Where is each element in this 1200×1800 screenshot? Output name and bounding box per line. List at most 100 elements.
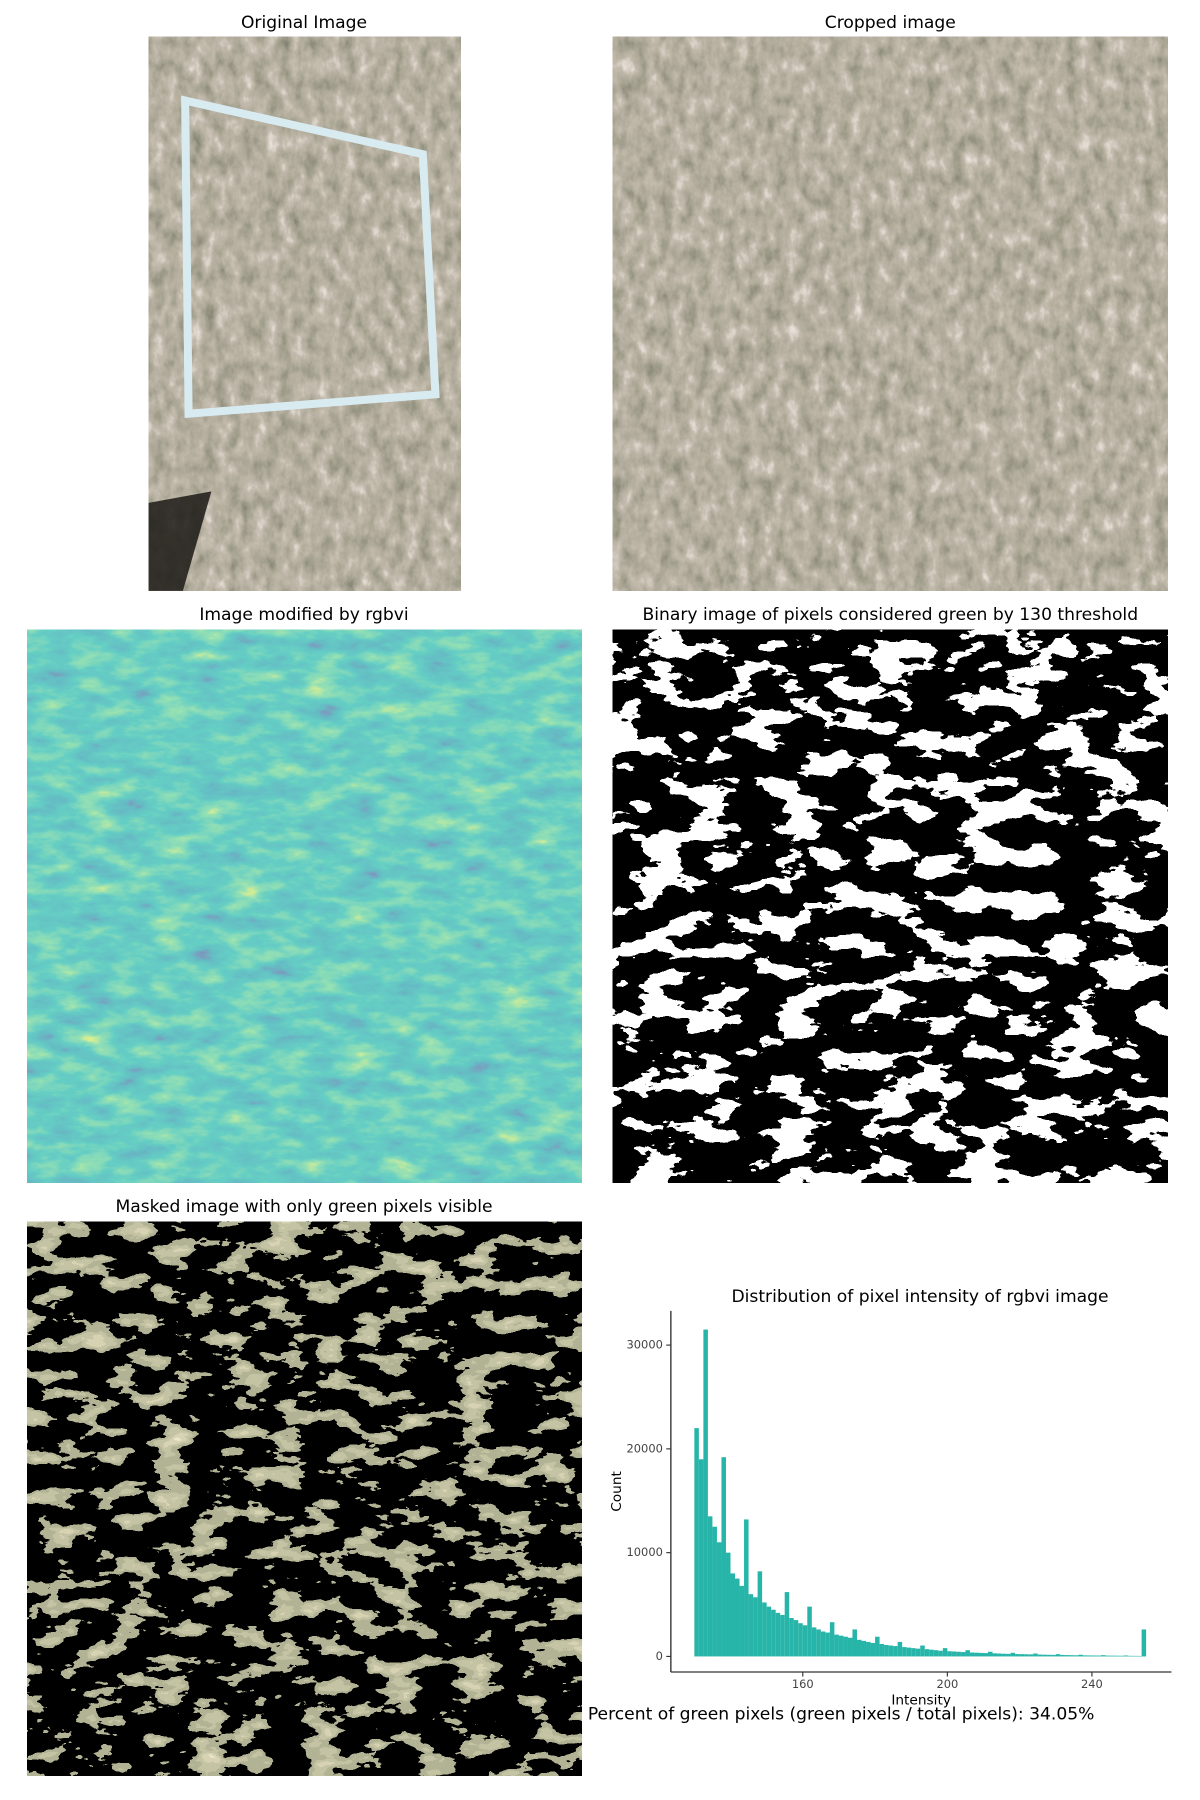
bar xyxy=(1123,1655,1129,1657)
bar xyxy=(856,1639,862,1657)
bar xyxy=(1046,1654,1052,1657)
bar xyxy=(807,1606,812,1657)
bar xyxy=(744,1519,749,1657)
bar xyxy=(1100,1655,1106,1657)
bar xyxy=(694,1428,699,1657)
bar xyxy=(725,1552,731,1657)
bar xyxy=(1028,1654,1034,1657)
x-tick-label: 240 xyxy=(1081,1677,1103,1691)
bar xyxy=(897,1641,903,1657)
y-axis-label: Count xyxy=(609,1470,625,1511)
bar xyxy=(938,1650,943,1657)
bar xyxy=(780,1614,785,1657)
bar xyxy=(1051,1654,1056,1657)
bar xyxy=(771,1609,776,1657)
bar xyxy=(1060,1654,1065,1657)
bar xyxy=(947,1651,952,1657)
bar xyxy=(870,1642,876,1657)
bar xyxy=(1119,1655,1124,1657)
panel-title: Image modified by rgbvi xyxy=(199,605,408,625)
binary-image xyxy=(612,629,1168,1183)
bar xyxy=(1087,1655,1092,1657)
bar xyxy=(884,1645,889,1657)
bar xyxy=(902,1647,907,1657)
bar xyxy=(730,1573,736,1657)
bar xyxy=(802,1625,808,1657)
bar xyxy=(988,1651,993,1657)
bar xyxy=(784,1592,790,1657)
bar xyxy=(978,1652,984,1657)
bar xyxy=(789,1618,794,1657)
bar xyxy=(956,1651,961,1657)
cropped-image xyxy=(612,36,1168,591)
bar xyxy=(762,1602,767,1657)
bar xyxy=(766,1606,772,1657)
bar xyxy=(924,1649,930,1657)
bar xyxy=(1114,1655,1120,1657)
bar xyxy=(775,1612,781,1657)
bar xyxy=(739,1585,745,1657)
bar xyxy=(1037,1654,1043,1657)
bar xyxy=(838,1635,844,1657)
bar xyxy=(698,1459,704,1657)
bar xyxy=(1001,1653,1007,1657)
footer-text: Percent of green pixels (green pixels / … xyxy=(588,1704,1095,1724)
bar xyxy=(1015,1654,1020,1657)
bar xyxy=(915,1648,921,1657)
chart-title: Distribution of pixel intensity of rgbvi… xyxy=(731,1287,1108,1307)
bar xyxy=(906,1647,912,1657)
bar xyxy=(969,1652,975,1657)
bar xyxy=(893,1646,898,1657)
bar xyxy=(1078,1654,1083,1657)
bar xyxy=(888,1645,894,1657)
bar xyxy=(748,1594,754,1657)
masked-image xyxy=(27,1221,582,1776)
shadow xyxy=(148,491,212,591)
bar xyxy=(965,1650,970,1657)
panel-title: Original Image xyxy=(241,13,367,33)
bar xyxy=(1091,1655,1097,1657)
bar xyxy=(1055,1654,1061,1657)
y-tick-label: 10000 xyxy=(627,1545,663,1559)
bar xyxy=(816,1629,821,1657)
y-tick-label: 0 xyxy=(656,1649,663,1663)
bar xyxy=(1042,1654,1047,1657)
bar xyxy=(825,1632,830,1657)
panel-title: Masked image with only green pixels visi… xyxy=(115,1197,492,1217)
bar xyxy=(1010,1652,1016,1657)
bar xyxy=(1064,1655,1070,1657)
bar xyxy=(707,1516,713,1657)
bar xyxy=(703,1329,708,1657)
bar xyxy=(712,1526,717,1657)
x-tick-label: 200 xyxy=(936,1677,958,1691)
bar xyxy=(820,1631,826,1657)
x-axis-label: Intensity xyxy=(891,1693,951,1709)
bar xyxy=(920,1645,925,1657)
bar xyxy=(716,1542,722,1657)
bar xyxy=(1082,1655,1088,1657)
bar xyxy=(798,1623,803,1657)
bar xyxy=(1019,1654,1025,1657)
bar xyxy=(942,1648,948,1657)
bar xyxy=(1024,1654,1029,1657)
bar xyxy=(960,1652,966,1657)
bar xyxy=(992,1653,998,1657)
panel-title: Binary image of pixels considered green … xyxy=(642,605,1138,625)
bar xyxy=(757,1571,763,1657)
quadrat-frame xyxy=(181,95,440,419)
bar xyxy=(983,1653,989,1657)
bar xyxy=(735,1578,740,1657)
bar xyxy=(879,1643,885,1657)
bar xyxy=(1006,1653,1011,1657)
bar xyxy=(834,1634,839,1657)
bar xyxy=(1137,1655,1142,1657)
bar xyxy=(974,1652,979,1657)
bar xyxy=(847,1637,853,1657)
bar xyxy=(997,1653,1002,1657)
bar xyxy=(852,1629,857,1657)
bar xyxy=(829,1622,835,1657)
bar xyxy=(843,1636,848,1657)
bar xyxy=(1141,1629,1147,1657)
bar xyxy=(933,1650,939,1657)
